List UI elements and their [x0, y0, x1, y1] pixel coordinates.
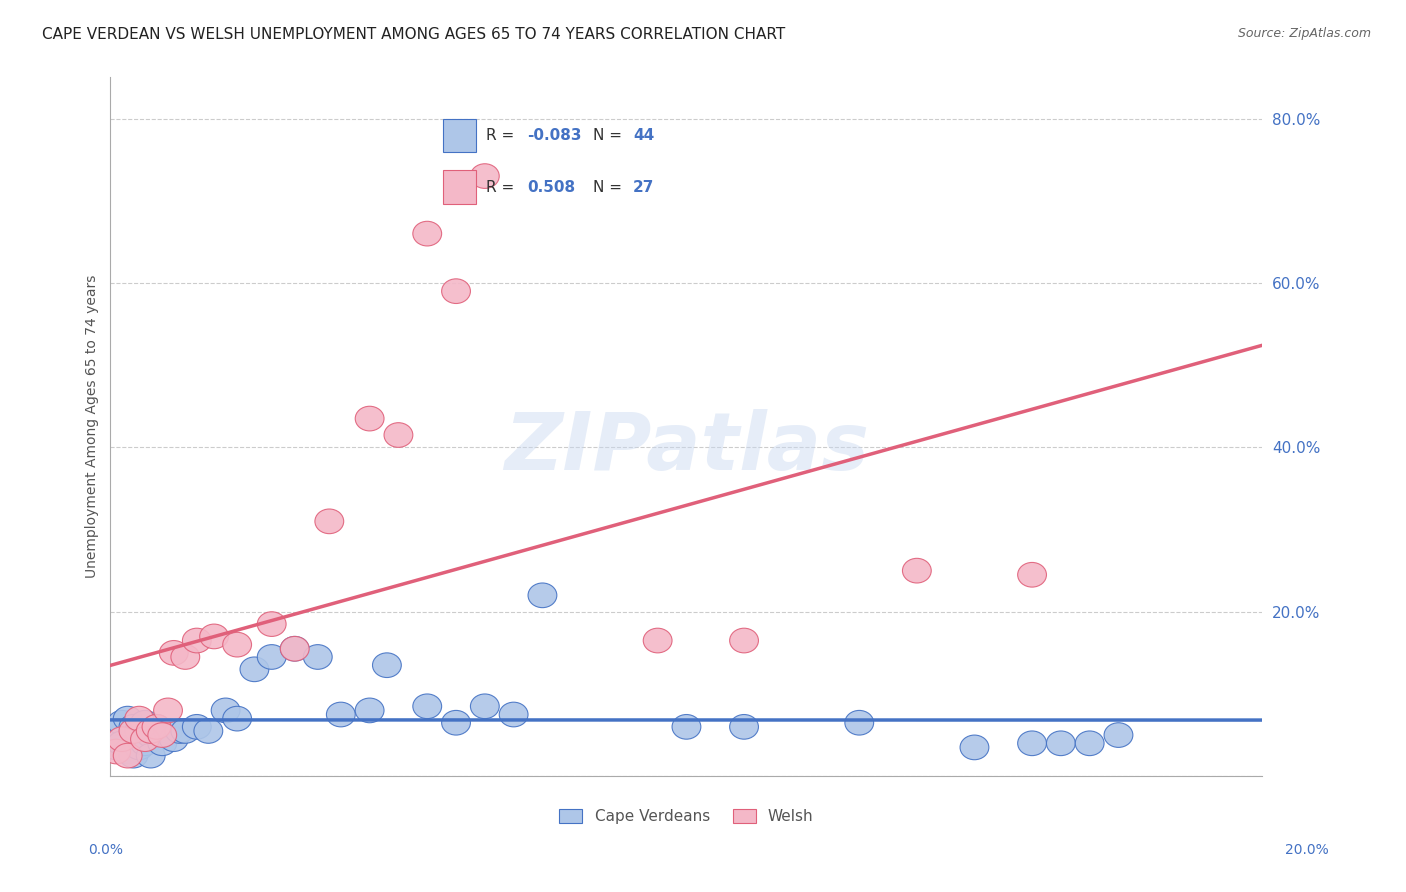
Text: ZIPatlas: ZIPatlas: [503, 409, 869, 487]
Text: Source: ZipAtlas.com: Source: ZipAtlas.com: [1237, 27, 1371, 40]
Y-axis label: Unemployment Among Ages 65 to 74 years: Unemployment Among Ages 65 to 74 years: [86, 275, 100, 579]
Text: 0.0%: 0.0%: [89, 843, 124, 857]
Legend: Cape Verdeans, Welsh: Cape Verdeans, Welsh: [560, 809, 814, 824]
Text: 20.0%: 20.0%: [1285, 843, 1329, 857]
Text: CAPE VERDEAN VS WELSH UNEMPLOYMENT AMONG AGES 65 TO 74 YEARS CORRELATION CHART: CAPE VERDEAN VS WELSH UNEMPLOYMENT AMONG…: [42, 27, 786, 42]
